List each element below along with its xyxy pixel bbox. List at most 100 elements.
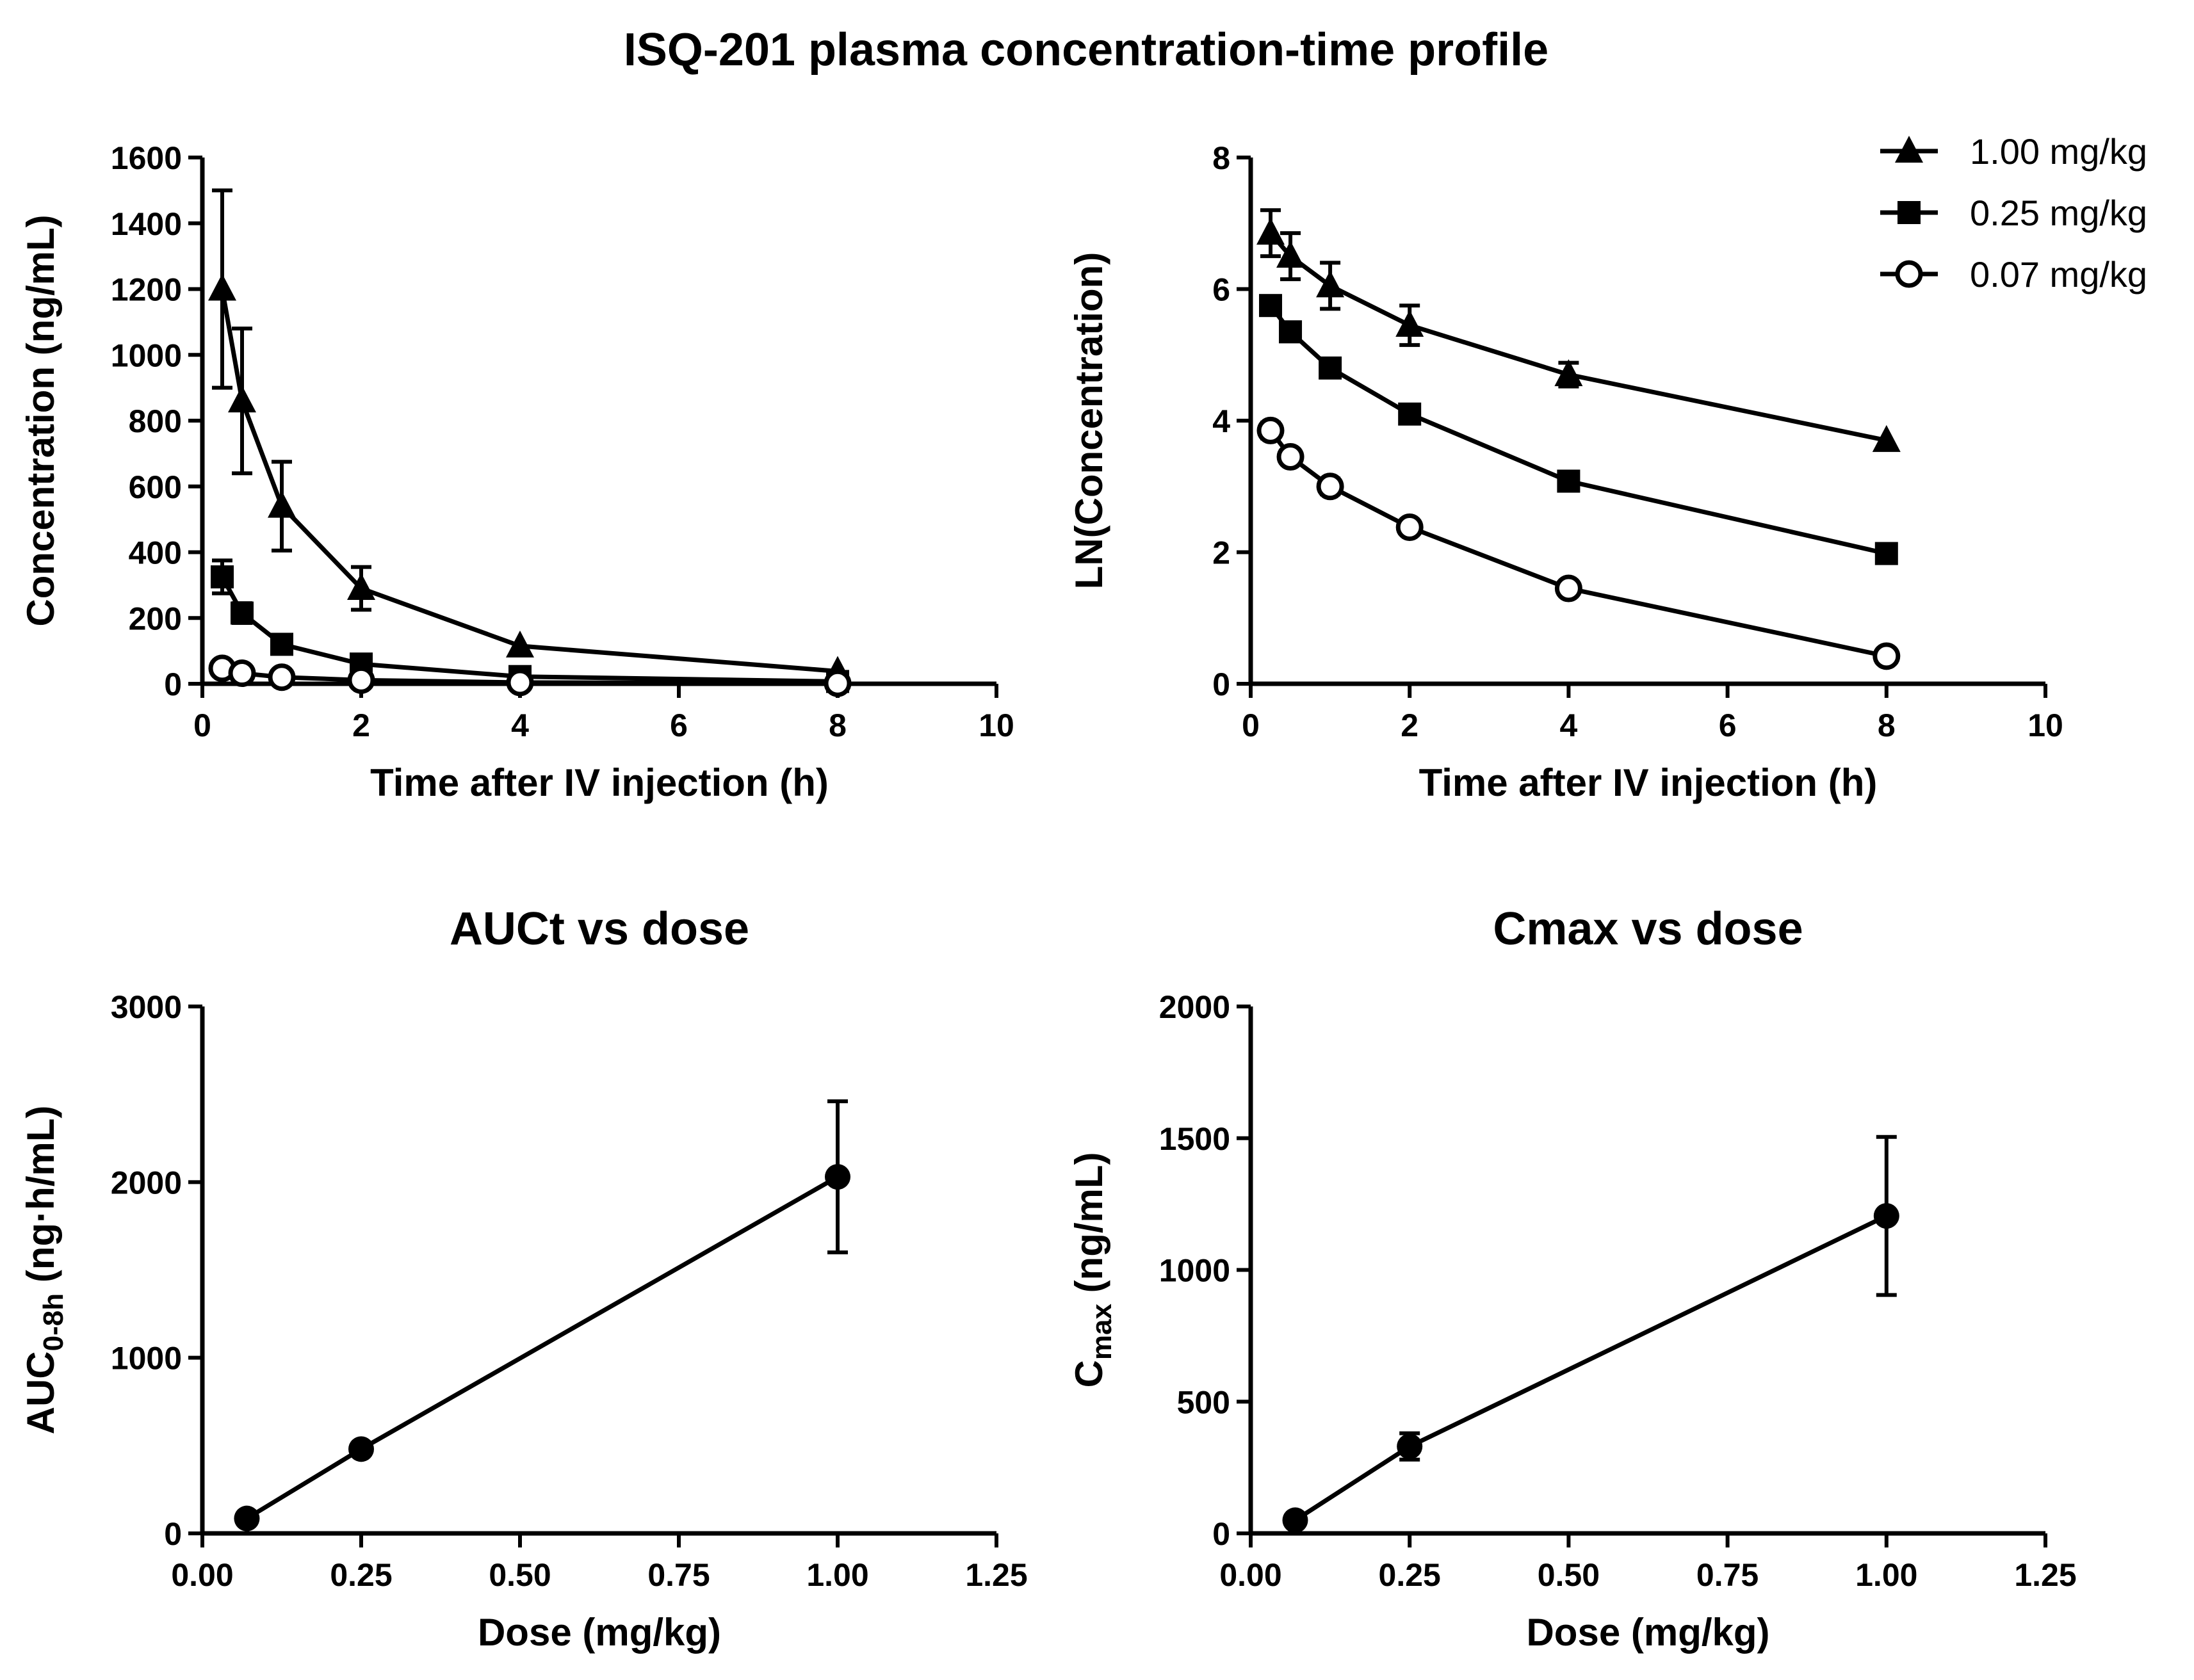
y-axis-label-sub: max xyxy=(1086,1304,1117,1361)
x-tick-label-auc: 0.50 xyxy=(489,1557,551,1593)
legend: 1.00 mg/kg 0.25 mg/kg 0.07 mg/kg xyxy=(1880,131,2147,295)
x-axis-label-auc: Dose (mg/kg) xyxy=(478,1611,721,1654)
data-point xyxy=(1316,270,1345,298)
y-tick-label-ln: 6 xyxy=(1212,272,1230,308)
data-point xyxy=(1873,1203,1899,1229)
data-point xyxy=(824,669,852,697)
y-tick-label-cmax: 2000 xyxy=(1159,989,1230,1025)
data-point xyxy=(506,668,534,697)
y-tick-label-ln: 0 xyxy=(1212,666,1230,702)
y-tick-label-cmax: 0 xyxy=(1212,1516,1230,1552)
data-point xyxy=(1398,402,1422,426)
x-tick-label-ln: 10 xyxy=(2027,707,2063,743)
x-tick-label-cmax: 0.75 xyxy=(1696,1557,1759,1593)
legend-marker xyxy=(1895,260,1923,288)
data-point xyxy=(228,385,256,413)
x-tick-label-ln: 0 xyxy=(1242,707,1260,743)
legend-label: 0.25 mg/kg xyxy=(1970,193,2147,233)
y-tick-label-ln: 8 xyxy=(1212,140,1230,176)
legend-item: 1.00 mg/kg xyxy=(1880,131,2147,172)
data-point xyxy=(347,666,375,694)
data-point xyxy=(1395,310,1424,337)
data-point xyxy=(211,565,234,589)
data-point xyxy=(268,663,296,691)
y-axis-label-rest: (ng·h/mL) xyxy=(19,1106,62,1293)
data-point xyxy=(270,633,293,656)
data-point xyxy=(1319,356,1342,380)
data-point xyxy=(1279,320,1303,344)
data-point xyxy=(348,1436,374,1462)
x-tick-label-cmax: 0.25 xyxy=(1379,1557,1441,1593)
y-tick-label-conc: 600 xyxy=(129,469,182,505)
series-line xyxy=(220,288,838,674)
data-point xyxy=(1873,642,1901,670)
y-tick-label-auc: 3000 xyxy=(111,989,182,1025)
legend-item: 0.25 mg/kg xyxy=(1880,193,2147,233)
x-tick-label-ln: 2 xyxy=(1401,707,1418,743)
y-tick-label-conc: 1000 xyxy=(111,337,182,373)
series-ln-0 xyxy=(1256,208,1901,452)
data-point xyxy=(1874,542,1898,565)
x-tick-label-auc: 1.25 xyxy=(965,1557,1027,1593)
series-line xyxy=(1269,231,1887,443)
series-cmax-0 xyxy=(1282,1135,1899,1533)
x-tick-label-ln: 6 xyxy=(1719,707,1737,743)
y-tick-label-conc: 1200 xyxy=(111,272,182,308)
y-axis-label-main: C xyxy=(1068,1360,1110,1387)
data-point xyxy=(1554,574,1582,602)
y-tick-label-conc: 800 xyxy=(129,403,182,439)
x-tick-label-cmax: 1.00 xyxy=(1855,1557,1917,1593)
series-line xyxy=(245,1175,839,1521)
series-conc-0 xyxy=(208,188,852,683)
x-tick-label-auc: 0.25 xyxy=(330,1557,392,1593)
panel-ln: 0 2 4 6 8 0 2 4 6 8 10 Time after IV injection (h) L… xyxy=(1068,140,2063,804)
data-point xyxy=(1256,218,1285,245)
y-axis-label-ln: LN(Concentration) xyxy=(1068,252,1110,590)
y-tick-label-auc: 1000 xyxy=(111,1341,182,1377)
series-auc-0 xyxy=(234,1099,850,1531)
data-point xyxy=(825,1164,850,1190)
x-tick-label-conc: 6 xyxy=(670,707,688,743)
data-point xyxy=(1397,1434,1423,1460)
panel-cmax: Cmax vs dose 0 500 1000 1500 2000 0.00 0.25 0.50… xyxy=(1068,903,2077,1654)
y-tick-label-conc: 400 xyxy=(129,535,182,571)
legend-marker xyxy=(1897,201,1921,224)
y-axis-label-conc: Concentration (ng/mL) xyxy=(19,214,62,626)
data-point xyxy=(268,490,296,518)
data-point xyxy=(1554,359,1583,387)
x-tick-label-ln: 4 xyxy=(1559,707,1577,743)
y-axis-label-rest: (ng/mL) xyxy=(1068,1152,1110,1304)
y-tick-label-conc: 1600 xyxy=(111,140,182,176)
y-tick-label-cmax: 500 xyxy=(1177,1384,1230,1420)
data-point xyxy=(1282,1507,1308,1533)
data-point xyxy=(234,1505,260,1531)
legend-marker xyxy=(1895,136,1923,163)
x-tick-label-auc: 0.75 xyxy=(647,1557,710,1593)
y-tick-label-ln: 2 xyxy=(1212,535,1230,571)
legend-label: 1.00 mg/kg xyxy=(1970,131,2147,172)
x-axis-label-ln: Time after IV injection (h) xyxy=(1419,761,1878,804)
y-tick-label-cmax: 1500 xyxy=(1159,1121,1230,1157)
x-tick-label-conc: 8 xyxy=(829,707,847,743)
x-tick-label-conc: 2 xyxy=(352,707,370,743)
series-ln-1 xyxy=(1259,294,1898,565)
legend-item: 0.07 mg/kg xyxy=(1880,254,2147,295)
figure-title: ISQ-201 plasma concentration-time profil… xyxy=(624,24,1548,76)
x-tick-label-conc: 10 xyxy=(979,707,1014,743)
series-line xyxy=(1294,1213,1888,1522)
data-point xyxy=(1256,416,1285,444)
y-axis-label-cmax: Cmax (ng/mL) xyxy=(1068,1152,1117,1387)
data-point xyxy=(228,659,256,688)
x-tick-label-auc: 0.00 xyxy=(171,1557,233,1593)
panel-title-auc: AUCt vs dose xyxy=(450,903,749,955)
series-line xyxy=(1269,304,1887,556)
series-conc-1 xyxy=(211,558,849,693)
data-point xyxy=(1276,241,1305,268)
y-tick-label-cmax: 1000 xyxy=(1159,1253,1230,1289)
series-conc-2 xyxy=(208,654,852,697)
data-point xyxy=(1276,443,1304,471)
series-ln-2 xyxy=(1256,416,1901,670)
y-tick-label-ln: 4 xyxy=(1212,403,1230,439)
